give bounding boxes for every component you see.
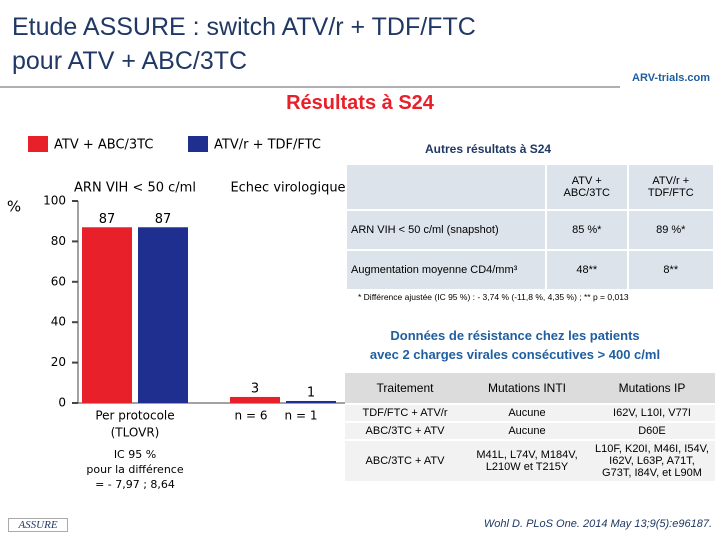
cell: Augmentation moyenne CD4/mm³: [345, 249, 547, 291]
legend-swatch: [28, 136, 48, 152]
annotation: (TLOVR): [111, 426, 160, 440]
y-tick-label: 60: [51, 274, 66, 288]
results-table: ATV + ABC/3TC ATV/r + TDF/FTC ARN VIH < 5…: [345, 163, 716, 291]
resistance-table: Traitement Mutations INTI Mutations IP TDF…: [345, 373, 715, 483]
cell: I62V, L10I, V77I: [589, 404, 715, 423]
bar: [138, 227, 188, 403]
annotation: Per protocole: [95, 409, 174, 423]
y-tick-label: 20: [51, 355, 66, 369]
cell: ABC/3TC + ATV: [345, 440, 465, 483]
category-label: Echec virologique: [230, 181, 345, 196]
legend-label: ATV/r + TDF/FTC: [214, 138, 321, 153]
value-label: 87: [155, 212, 172, 227]
annotation: pour la différence: [86, 463, 183, 476]
title-line: Données de résistance chez les patients: [390, 328, 640, 343]
rule: [0, 86, 620, 88]
legend-label: ATV + ABC/3TC: [54, 138, 153, 153]
cell: 85 %*: [545, 209, 629, 251]
footnote: * Différence ajustée (IC 95 %) : - 3,74 …: [358, 292, 629, 302]
annotation: IC 95 %: [114, 448, 156, 461]
title: Etude ASSURE : switch ATV/r + TDF/FTC po…: [12, 10, 476, 78]
category-label: ARN VIH < 50 c/ml: [74, 181, 196, 196]
cell: TDF/FTC + ATV/r: [345, 404, 465, 423]
table-title: Autres résultats à S24: [425, 142, 552, 156]
table-title: Données de résistance chez les patients …: [345, 326, 685, 364]
study-badge: ASSURE: [8, 518, 68, 532]
cell: [345, 163, 547, 211]
legend-swatch: [188, 136, 208, 152]
title-line: avec 2 charges virales consécutives > 40…: [369, 347, 661, 362]
logo: ARV-trials.com: [632, 72, 711, 84]
cell: 8**: [626, 249, 716, 291]
title-line: Etude ASSURE : switch ATV/r + TDF/FTC: [12, 13, 476, 41]
bar: [82, 227, 132, 403]
bar: [286, 400, 336, 403]
section-title: Résultats à S24: [286, 92, 434, 114]
cell: ABC/3TC + ATV: [345, 422, 465, 441]
cell: ARN VIH < 50 c/ml (snapshot): [345, 209, 547, 251]
cell: ATV/r + TDF/FTC: [626, 163, 716, 211]
cell: Mutations INTI: [465, 373, 589, 405]
annotation: n = 6: [235, 409, 268, 423]
bar: [230, 396, 280, 403]
cell: M41L, L74V, M184V, L210W et T215Y: [465, 440, 589, 483]
annotation: = - 7,97 ; 8,64: [95, 478, 175, 491]
cell: L10F, K20I, M46I, I54V, I62V, L63P, A71T…: [589, 440, 715, 483]
cell: Aucune: [465, 404, 589, 423]
value-label: 1: [307, 385, 315, 400]
cell: 48**: [545, 249, 629, 291]
cell: ATV + ABC/3TC: [545, 163, 629, 211]
value-label: 3: [251, 381, 259, 396]
annotation: n = 1: [285, 409, 318, 423]
y-tick-label: 80: [51, 234, 66, 248]
cell: Traitement: [345, 373, 465, 405]
y-tick-label: 100: [43, 194, 66, 208]
y-tick-label: 0: [58, 396, 66, 410]
cell: Mutations IP: [589, 373, 715, 405]
value-label: 87: [99, 212, 116, 227]
citation: Wohl D. PLoS One. 2014 May 13;9(5):e9618…: [483, 518, 712, 530]
title-line: pour ATV + ABC/3TC: [12, 47, 248, 75]
cell: 89 %*: [626, 209, 716, 251]
y-axis-label: %: [7, 198, 21, 216]
y-tick-label: 40: [51, 315, 66, 329]
cell: D60E: [589, 422, 715, 441]
cell: Aucune: [465, 422, 589, 441]
